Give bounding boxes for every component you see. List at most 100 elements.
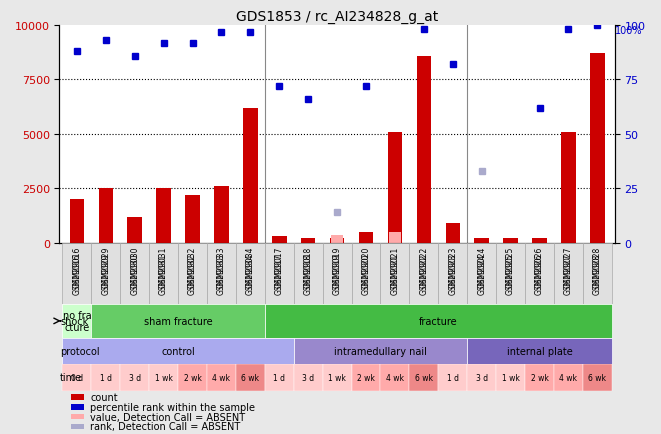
Text: 6 wk: 6 wk: [588, 373, 606, 382]
Text: GSM29027: GSM29027: [564, 246, 573, 287]
Text: rank, Detection Call = ABSENT: rank, Detection Call = ABSENT: [90, 421, 241, 431]
FancyBboxPatch shape: [323, 243, 352, 304]
FancyBboxPatch shape: [62, 339, 293, 365]
Text: GSM29021: GSM29021: [391, 253, 399, 294]
Text: GSM29029: GSM29029: [101, 253, 110, 294]
FancyBboxPatch shape: [293, 243, 323, 304]
FancyBboxPatch shape: [583, 365, 612, 391]
FancyBboxPatch shape: [438, 365, 467, 391]
FancyBboxPatch shape: [438, 243, 467, 304]
FancyBboxPatch shape: [236, 365, 265, 391]
FancyBboxPatch shape: [91, 243, 120, 304]
Text: protocol: protocol: [60, 347, 100, 356]
Text: 1 wk: 1 wk: [502, 373, 520, 382]
FancyBboxPatch shape: [265, 304, 612, 339]
FancyBboxPatch shape: [352, 243, 381, 304]
FancyBboxPatch shape: [62, 243, 91, 304]
Text: GSM29026: GSM29026: [535, 253, 544, 294]
Text: GSM29032: GSM29032: [188, 253, 197, 294]
FancyBboxPatch shape: [381, 243, 409, 304]
FancyBboxPatch shape: [525, 365, 554, 391]
Bar: [475, 239, 489, 243]
Text: GSM29028: GSM29028: [593, 246, 602, 287]
Bar: [71, 404, 85, 410]
Bar: [388, 132, 402, 243]
Text: internal plate: internal plate: [507, 347, 572, 356]
FancyBboxPatch shape: [554, 243, 583, 304]
Bar: [301, 239, 315, 243]
Text: 0 d: 0 d: [71, 373, 83, 382]
FancyBboxPatch shape: [236, 243, 265, 304]
FancyBboxPatch shape: [554, 365, 583, 391]
Text: GSM29034: GSM29034: [246, 246, 255, 287]
FancyBboxPatch shape: [178, 365, 207, 391]
FancyBboxPatch shape: [207, 243, 236, 304]
FancyBboxPatch shape: [496, 243, 525, 304]
Bar: [330, 239, 344, 243]
Title: GDS1853 / rc_AI234828_g_at: GDS1853 / rc_AI234828_g_at: [236, 10, 438, 23]
Text: GSM29025: GSM29025: [506, 253, 515, 294]
Text: GSM29020: GSM29020: [362, 253, 371, 294]
FancyBboxPatch shape: [62, 304, 91, 339]
Text: GSM29024: GSM29024: [477, 253, 486, 294]
Text: GSM29023: GSM29023: [448, 246, 457, 287]
FancyBboxPatch shape: [409, 243, 438, 304]
Text: value, Detection Call = ABSENT: value, Detection Call = ABSENT: [90, 412, 245, 421]
Bar: [359, 232, 373, 243]
FancyBboxPatch shape: [149, 243, 178, 304]
Text: GSM29028: GSM29028: [593, 253, 602, 294]
Text: time: time: [60, 373, 82, 382]
Text: 1 wk: 1 wk: [155, 373, 173, 382]
FancyBboxPatch shape: [91, 304, 265, 339]
FancyBboxPatch shape: [120, 365, 149, 391]
FancyBboxPatch shape: [583, 243, 612, 304]
Text: count: count: [90, 392, 118, 402]
Text: 6 wk: 6 wk: [415, 373, 433, 382]
Text: GSM29032: GSM29032: [188, 246, 197, 287]
Text: 2 wk: 2 wk: [184, 373, 202, 382]
Bar: [157, 189, 171, 243]
Text: GSM29031: GSM29031: [159, 253, 168, 294]
FancyBboxPatch shape: [265, 243, 293, 304]
Text: GSM29033: GSM29033: [217, 253, 226, 294]
Text: control: control: [161, 347, 195, 356]
Text: GSM29016: GSM29016: [72, 246, 81, 287]
Text: 4 wk: 4 wk: [386, 373, 404, 382]
FancyBboxPatch shape: [496, 365, 525, 391]
Text: GSM29025: GSM29025: [506, 246, 515, 287]
Text: GSM29031: GSM29031: [159, 246, 168, 287]
Text: GSM29016: GSM29016: [72, 253, 81, 294]
Bar: [71, 424, 85, 429]
Text: GSM29018: GSM29018: [303, 246, 313, 287]
Text: 2 wk: 2 wk: [357, 373, 375, 382]
FancyBboxPatch shape: [381, 365, 409, 391]
Bar: [504, 239, 518, 243]
Text: GSM29019: GSM29019: [332, 253, 342, 294]
Text: 3 d: 3 d: [129, 373, 141, 382]
FancyBboxPatch shape: [293, 365, 323, 391]
Text: GSM29024: GSM29024: [477, 246, 486, 287]
Text: GSM29034: GSM29034: [246, 253, 255, 294]
FancyBboxPatch shape: [323, 365, 352, 391]
FancyBboxPatch shape: [62, 365, 91, 391]
Text: GSM29017: GSM29017: [275, 253, 284, 294]
Text: intramedullary nail: intramedullary nail: [334, 347, 427, 356]
Bar: [272, 237, 286, 243]
FancyBboxPatch shape: [525, 243, 554, 304]
Text: GSM29033: GSM29033: [217, 246, 226, 287]
Bar: [389, 232, 401, 243]
Bar: [128, 217, 142, 243]
Bar: [331, 235, 343, 243]
Text: 1 d: 1 d: [447, 373, 459, 382]
Text: 6 wk: 6 wk: [241, 373, 259, 382]
FancyBboxPatch shape: [293, 339, 467, 365]
FancyBboxPatch shape: [120, 243, 149, 304]
FancyBboxPatch shape: [265, 365, 293, 391]
Text: 100%: 100%: [615, 26, 642, 36]
Text: GSM29027: GSM29027: [564, 253, 573, 294]
Bar: [185, 195, 200, 243]
Bar: [561, 132, 576, 243]
Text: fracture: fracture: [419, 316, 457, 326]
Bar: [71, 395, 85, 400]
Text: no fra
cture: no fra cture: [63, 310, 91, 332]
